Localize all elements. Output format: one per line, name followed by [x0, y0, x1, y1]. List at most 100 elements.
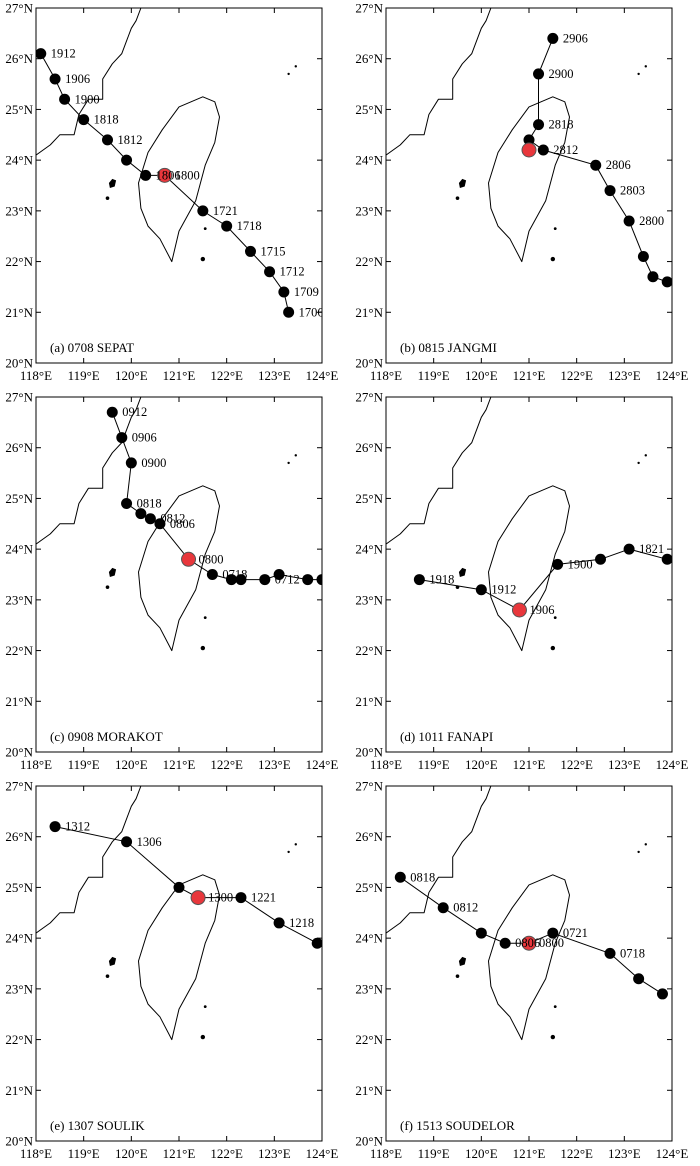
lon-tick-label: 120°E	[465, 1146, 498, 1161]
track-point	[206, 569, 218, 580]
track-point	[475, 927, 487, 939]
track-point	[623, 543, 635, 555]
lon-tick-label: 124°E	[306, 1146, 339, 1161]
track-point	[36, 48, 47, 60]
islet	[553, 1005, 557, 1009]
track-point	[283, 306, 295, 318]
lon-tick-label: 124°E	[306, 368, 339, 383]
track-point	[221, 220, 233, 232]
islet	[637, 461, 640, 465]
track-time-label: 0718	[620, 946, 645, 960]
track-point	[533, 119, 545, 131]
track-point	[647, 271, 659, 283]
track-time-label: 1718	[237, 219, 262, 233]
landfall-marker	[181, 551, 197, 567]
track-time-label: 0800	[199, 552, 224, 566]
lon-tick-label: 119°E	[68, 1146, 100, 1161]
track-time-label: 0806	[515, 936, 540, 950]
mainland-coastline	[198, 786, 199, 787]
penghu-island	[458, 178, 467, 188]
track-point	[273, 569, 285, 580]
lon-tick-label: 119°E	[418, 1146, 450, 1161]
track-point	[49, 821, 61, 833]
lat-tick-label: 22°N	[5, 1032, 33, 1047]
lon-tick-label: 121°E	[163, 368, 196, 383]
track-point	[144, 513, 156, 525]
islet	[287, 850, 290, 854]
track-time-label: 1800	[175, 168, 200, 182]
track-point	[475, 584, 487, 596]
track-point	[59, 93, 71, 105]
lat-tick-label: 23°N	[355, 203, 383, 218]
track-point	[604, 947, 616, 959]
mainland-coastline	[36, 8, 142, 156]
lon-tick-label: 118°E	[20, 757, 52, 772]
lat-tick-label: 21°N	[355, 1083, 383, 1098]
track-point	[311, 937, 322, 949]
lat-tick-label: 21°N	[355, 694, 383, 709]
track-point	[523, 134, 535, 146]
taiwan-outline	[138, 96, 220, 263]
islet	[203, 1005, 207, 1009]
track-time-label: 0818	[410, 870, 435, 884]
track-point	[173, 881, 185, 893]
lat-tick-label: 23°N	[355, 592, 383, 607]
lon-tick-label: 121°E	[513, 757, 546, 772]
islet	[550, 645, 556, 651]
lon-tick-label: 121°E	[163, 1146, 196, 1161]
lon-tick-label: 120°E	[115, 1146, 148, 1161]
lon-tick-label: 123°E	[608, 368, 641, 383]
track-point	[135, 508, 147, 520]
track-time-label: 1900	[568, 557, 593, 571]
track-point	[413, 574, 425, 586]
track-point	[661, 276, 672, 288]
lon-tick-label: 119°E	[418, 757, 450, 772]
penghu-island	[108, 956, 117, 966]
lat-tick-label: 24°N	[5, 153, 33, 168]
lat-tick-label: 26°N	[355, 829, 383, 844]
track-point	[121, 154, 133, 166]
islet	[550, 1034, 556, 1040]
track-time-label: 2900	[549, 67, 574, 81]
track-point	[547, 927, 559, 939]
track-time-label: 0906	[132, 431, 157, 445]
track-time-label: 1912	[51, 47, 76, 61]
lon-tick-label: 122°E	[210, 1146, 243, 1161]
lon-tick-label: 118°E	[370, 1146, 402, 1161]
track-time-label: 1918	[429, 573, 454, 587]
track-point	[604, 185, 616, 197]
mainland-coastline	[36, 786, 142, 934]
lat-tick-label: 23°N	[5, 592, 33, 607]
lon-tick-label: 122°E	[210, 757, 243, 772]
track-time-label: 1818	[94, 113, 119, 127]
lat-tick-label: 22°N	[355, 643, 383, 658]
lon-tick-label: 124°E	[656, 1146, 689, 1161]
lat-tick-label: 26°N	[5, 51, 33, 66]
track-time-label: 1906	[65, 72, 90, 86]
mainland-coastline	[198, 8, 199, 9]
track-time-label: 0900	[141, 456, 166, 470]
map-content: 1312 1306 1300 1221 1218 1215	[36, 786, 322, 1041]
islet	[200, 1034, 206, 1040]
lat-tick-label: 25°N	[355, 880, 383, 895]
lat-tick-label: 27°N	[5, 779, 33, 794]
lon-tick-label: 124°E	[656, 368, 689, 383]
mainland-coastline	[548, 786, 549, 787]
track-time-label: 1806	[156, 168, 181, 182]
lon-tick-label: 118°E	[370, 757, 402, 772]
track-point	[121, 836, 133, 848]
lon-tick-label: 122°E	[560, 757, 593, 772]
lon-tick-label: 123°E	[608, 757, 641, 772]
lon-tick-label: 118°E	[20, 368, 52, 383]
lon-tick-label: 120°E	[115, 757, 148, 772]
track-point	[633, 973, 645, 985]
lon-tick-label: 120°E	[465, 368, 498, 383]
penghu-island	[458, 567, 467, 577]
track-time-label: 2906	[563, 31, 588, 45]
taiwan-outline	[138, 485, 220, 652]
islet	[105, 196, 110, 200]
lon-tick-label: 124°E	[306, 757, 339, 772]
